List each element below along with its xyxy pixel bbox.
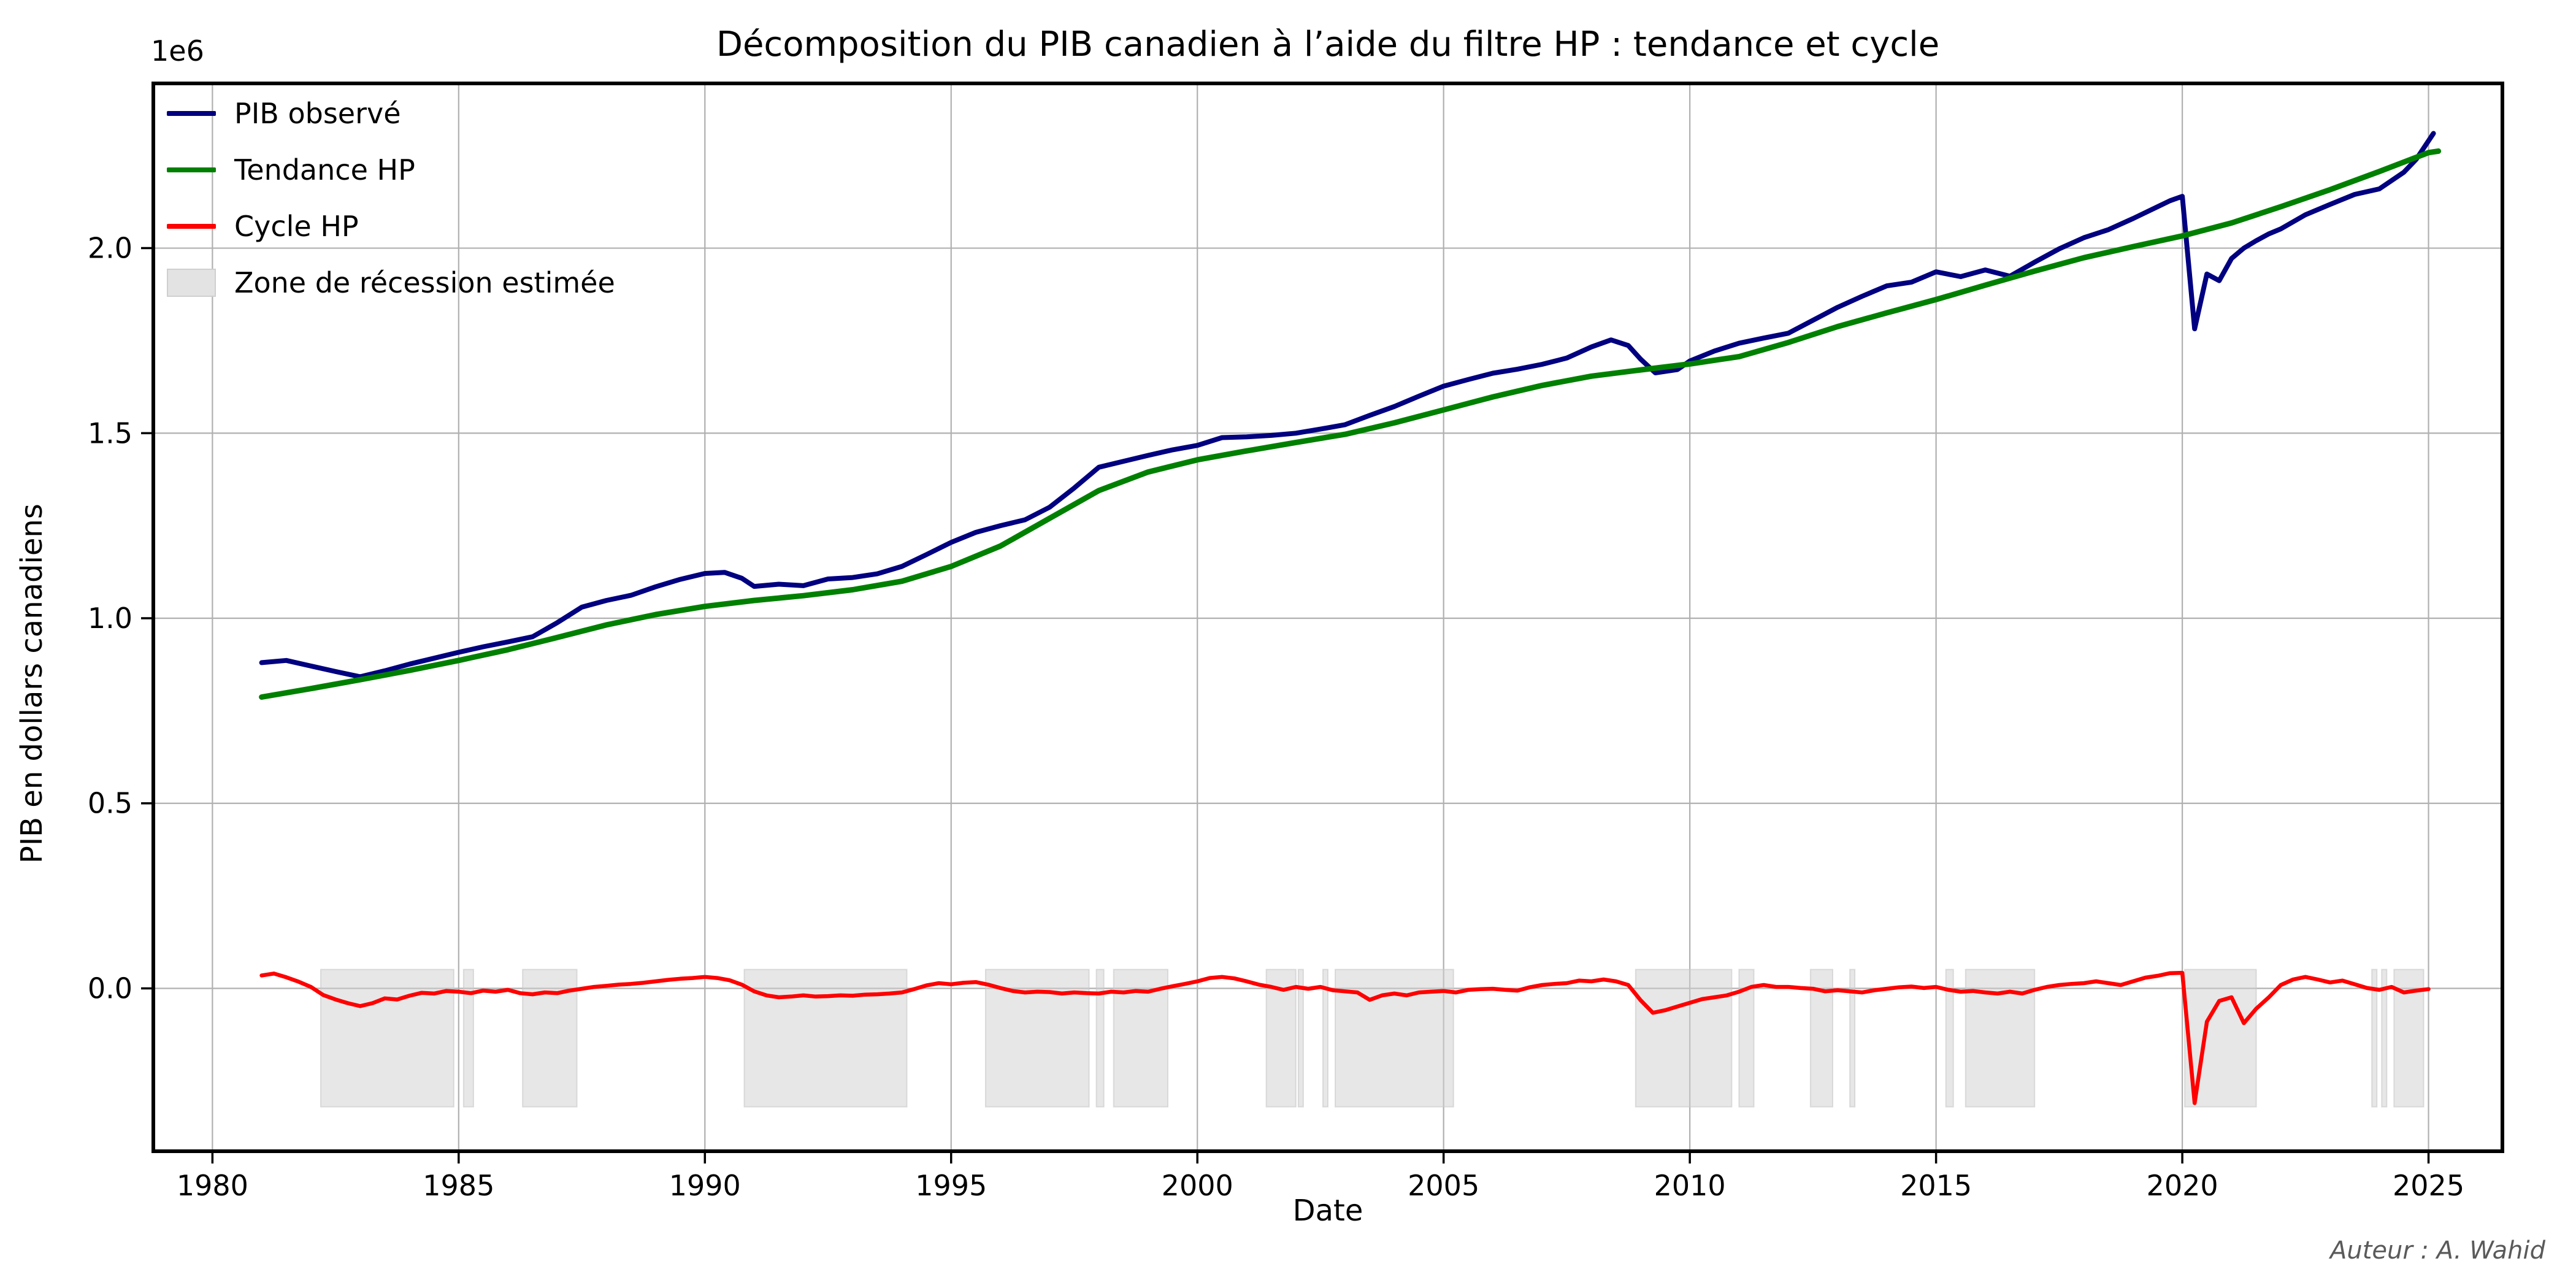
recession-band [320,968,454,1108]
legend-item: Cycle HP [167,205,615,248]
legend-label: PIB observé [234,97,401,130]
x-tick-label: 2005 [1408,1169,1479,1202]
cycle-hp-line [259,970,2431,1105]
y-tick-label: 1.5 [88,416,132,450]
y-tick-label: 2.0 [88,232,132,265]
y-axis-label: PIB en dollars canadiens [15,504,49,864]
legend-label: Zone de récession estimée [234,266,615,299]
y-tick-label: 1.0 [88,602,132,635]
legend: PIB observé Tendance HP Cycle HP Zone de ré… [167,92,615,318]
y-axis-offset-label: 1e6 [151,34,204,67]
legend-line-swatch [167,167,216,172]
x-tick-label: 1985 [423,1169,494,1202]
x-tick-label: 2010 [1654,1169,1726,1202]
author-note: Auteur : A. Wahid [2330,1236,2545,1265]
recession-band [2371,968,2378,1108]
legend-label: Cycle HP [234,210,359,243]
recession-band [1297,968,1304,1108]
recession-band [743,968,908,1108]
y-tick-label: 0.0 [88,972,132,1005]
recession-band [462,968,474,1108]
pib-observe-line [259,131,2436,680]
legend-item: Tendance HP [167,148,615,191]
legend-line-swatch [167,111,216,116]
legend-label: Tendance HP [234,153,415,186]
y-tick-label: 0.5 [88,787,132,820]
recession-band [1265,968,1297,1108]
x-tick-label: 2025 [2393,1169,2464,1202]
x-tick-label: 1980 [177,1169,248,1202]
recession-band [1635,968,1733,1108]
legend-line-swatch [167,224,216,229]
recession-band [1945,968,1954,1108]
x-tick-label: 1995 [915,1169,987,1202]
recession-band [1738,968,1755,1108]
chart-title: Décomposition du PIB canadien à l’aide d… [716,25,1940,64]
x-tick-label: 1990 [669,1169,741,1202]
tendance-hp-line [259,148,2442,700]
x-axis-label: Date [1292,1194,1363,1228]
legend-item: PIB observé [167,92,615,135]
recession-band [1322,968,1329,1108]
x-tick-label: 2020 [2147,1169,2218,1202]
legend-patch-swatch [167,269,216,297]
x-tick-label: 2000 [1162,1169,1233,1202]
recession-band [2381,968,2388,1108]
legend-item: Zone de récession estimée [167,261,615,304]
x-tick-label: 2015 [1900,1169,1972,1202]
recession-band [1095,968,1105,1108]
recession-band [1849,968,1856,1108]
